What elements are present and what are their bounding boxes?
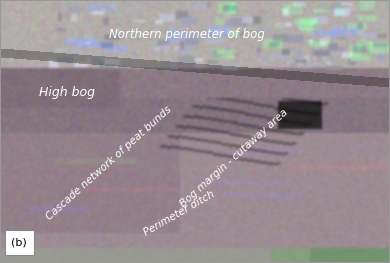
Text: Perimeter ditch: Perimeter ditch [142, 189, 217, 237]
Text: Northern perimeter of bog: Northern perimeter of bog [109, 28, 265, 41]
Text: Bog margin - cutaway area: Bog margin - cutaway area [178, 107, 290, 209]
Text: (b): (b) [11, 237, 27, 248]
Text: High bog: High bog [39, 85, 95, 99]
Bar [5, 230, 34, 255]
Text: Cascade network of peat bunds: Cascade network of peat bunds [44, 104, 174, 222]
